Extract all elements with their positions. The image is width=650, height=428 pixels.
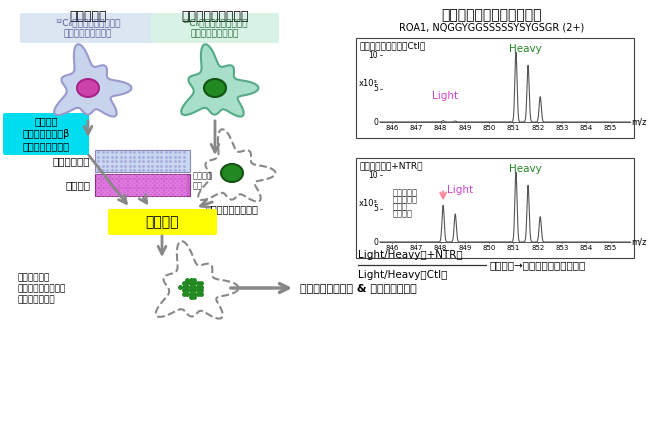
Text: 852: 852 — [531, 125, 545, 131]
Text: Light: Light — [432, 91, 459, 101]
FancyBboxPatch shape — [151, 13, 279, 43]
Text: Heavy: Heavy — [509, 164, 542, 174]
Text: 853: 853 — [555, 245, 569, 251]
Text: 10: 10 — [369, 51, 378, 60]
Text: 運搬体は
除去: 運搬体は 除去 — [193, 171, 213, 190]
Text: 5: 5 — [373, 204, 378, 213]
Text: 0: 0 — [373, 238, 378, 247]
Text: 846: 846 — [385, 125, 399, 131]
Text: ¹²C₆リジン、アルギニン
（軽いタンパク質）: ¹²C₆リジン、アルギニン （軽いタンパク質） — [55, 18, 121, 38]
Text: 848: 848 — [434, 245, 447, 251]
Text: 安定同位体標識細胞: 安定同位体標識細胞 — [181, 10, 249, 23]
Text: セミインタクト細胞: セミインタクト細胞 — [205, 204, 259, 214]
Text: Light/Heavy（Ctl）: Light/Heavy（Ctl） — [358, 270, 447, 280]
Text: x10³: x10³ — [359, 78, 378, 87]
FancyBboxPatch shape — [108, 209, 217, 235]
Text: Heavy: Heavy — [509, 44, 542, 54]
Text: Light/Heavy（+NTR）: Light/Heavy（+NTR） — [358, 250, 463, 260]
Text: 850: 850 — [482, 125, 496, 131]
Polygon shape — [181, 45, 259, 116]
Bar — [356, 158, 634, 258]
Text: 核抽出液中の
タンパク質が核内に
輸送されている: 核抽出液中の タンパク質が核内に 輸送されている — [18, 273, 66, 304]
Text: 848: 848 — [434, 125, 447, 131]
Ellipse shape — [204, 79, 226, 97]
Text: 852: 852 — [531, 245, 545, 251]
Text: ペプチドの質量スペクトル: ペプチドの質量スペクトル — [442, 8, 542, 22]
FancyBboxPatch shape — [20, 13, 156, 43]
Text: 運搬体なし（対照：Ctl）: 運搬体なし（対照：Ctl） — [360, 41, 426, 50]
FancyBboxPatch shape — [95, 174, 190, 196]
Text: 0: 0 — [373, 118, 378, 127]
Text: ¹³C₆リジン、アルギニン
（重いタンパク質）: ¹³C₆リジン、アルギニン （重いタンパク質） — [182, 18, 248, 38]
Text: 輸送反応: 輸送反応 — [145, 215, 179, 229]
Text: 850: 850 — [482, 245, 496, 251]
FancyBboxPatch shape — [95, 150, 190, 172]
Polygon shape — [179, 278, 205, 298]
Text: 847: 847 — [410, 245, 423, 251]
Text: m/z: m/z — [631, 118, 646, 127]
Ellipse shape — [77, 79, 99, 97]
Text: 849: 849 — [458, 125, 472, 131]
Text: 855: 855 — [604, 125, 618, 131]
Text: ペプチド: ペプチド — [392, 210, 412, 219]
Text: 854: 854 — [580, 125, 593, 131]
Text: 由来の: 由来の — [392, 203, 407, 212]
Text: 851: 851 — [507, 245, 520, 251]
Text: 855: 855 — [604, 245, 618, 251]
Text: 846: 846 — [385, 245, 399, 251]
Text: 運搬体あり（+NTR）: 運搬体あり（+NTR） — [360, 161, 424, 170]
Text: 通常の細胞: 通常の細胞 — [70, 10, 107, 23]
Text: 847: 847 — [410, 125, 423, 131]
Text: Light: Light — [447, 185, 473, 195]
Polygon shape — [156, 241, 239, 318]
Text: 細胞質抽出液: 細胞質抽出液 — [53, 156, 90, 166]
Text: １種類の
インポーティンβ
ファミリー運搬体: １種類の インポーティンβ ファミリー運搬体 — [22, 116, 70, 152]
Text: タンパク質の抽出 & 定量的質量分析: タンパク質の抽出 & 定量的質量分析 — [300, 283, 417, 293]
Text: 10: 10 — [369, 171, 378, 180]
Ellipse shape — [221, 164, 243, 182]
Text: タンパク質: タンパク質 — [392, 196, 417, 205]
Text: x10³: x10³ — [359, 199, 378, 208]
Bar — [356, 38, 634, 138]
Polygon shape — [54, 45, 131, 116]
Text: 851: 851 — [507, 125, 520, 131]
Text: ROA1, NQGGYGGSSSSSYSYGSGR (2+): ROA1, NQGGYGGSSSSSYSYGSGR (2+) — [399, 22, 584, 32]
Text: 輸送された: 輸送された — [392, 189, 417, 198]
Text: の値が大→輸送されたタンパク質: の値が大→輸送されたタンパク質 — [489, 260, 585, 270]
Text: 核抽出液: 核抽出液 — [65, 180, 90, 190]
Text: 5: 5 — [373, 84, 378, 93]
Text: m/z: m/z — [631, 238, 646, 247]
Text: 853: 853 — [555, 125, 569, 131]
Text: 849: 849 — [458, 245, 472, 251]
Polygon shape — [198, 129, 276, 202]
FancyBboxPatch shape — [3, 113, 89, 155]
Text: 854: 854 — [580, 245, 593, 251]
